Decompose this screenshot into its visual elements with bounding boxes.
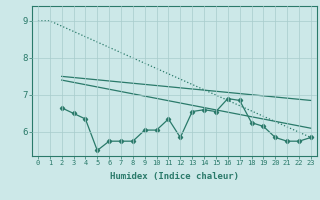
X-axis label: Humidex (Indice chaleur): Humidex (Indice chaleur) (110, 172, 239, 181)
